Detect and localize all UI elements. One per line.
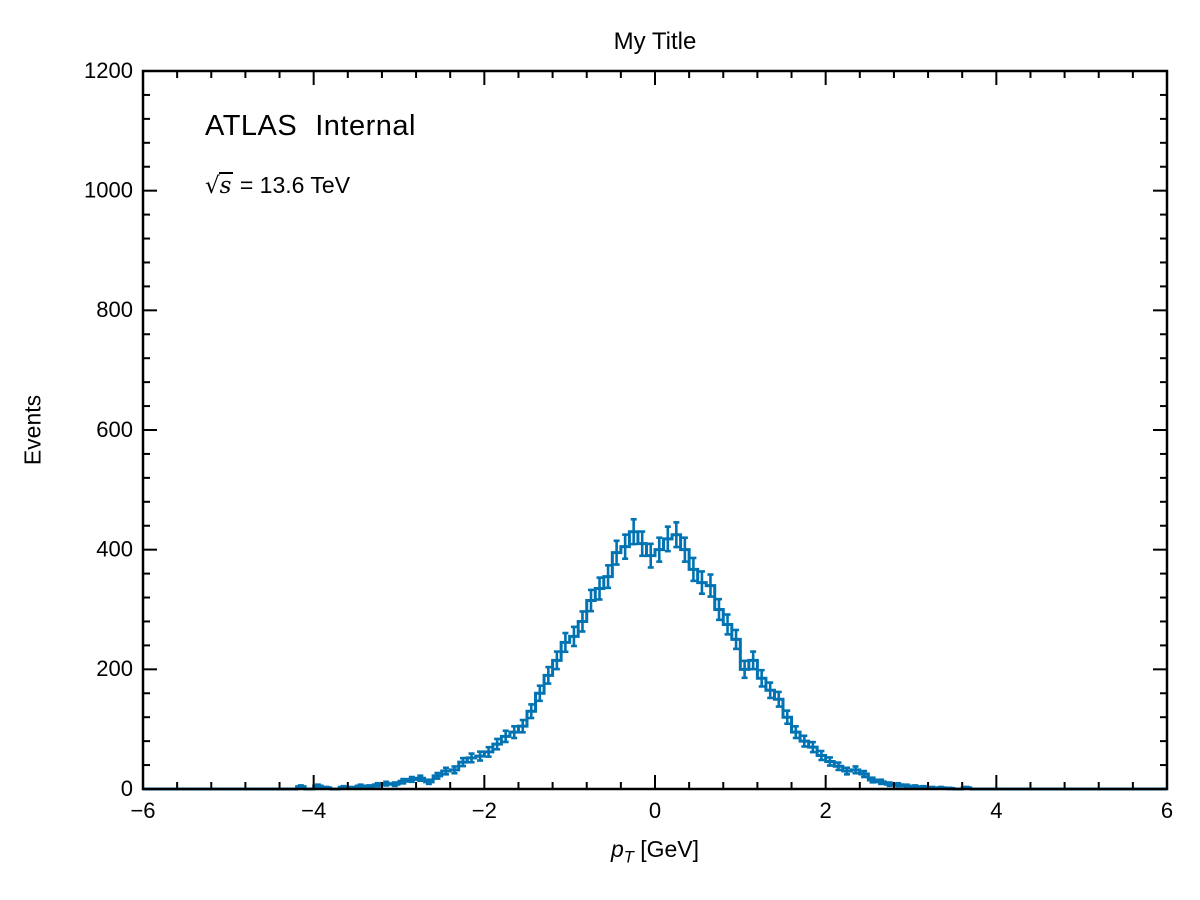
x-label-variable: p bbox=[610, 836, 624, 862]
x-tick-label: 4 bbox=[990, 798, 1002, 823]
experiment-name: ATLAS bbox=[205, 110, 298, 142]
x-tick-label: 0 bbox=[649, 798, 661, 823]
energy-label: √s = 13.6 TeV bbox=[205, 172, 350, 199]
x-label-subscript: T bbox=[623, 847, 634, 867]
y-tick-label: 1200 bbox=[84, 58, 133, 83]
y-tick-label: 800 bbox=[96, 297, 133, 322]
x-tick-label: 6 bbox=[1161, 798, 1173, 823]
x-tick-label: 2 bbox=[820, 798, 832, 823]
y-tick-label: 200 bbox=[96, 656, 133, 681]
x-tick-label: −2 bbox=[472, 798, 497, 823]
x-tick-label: −6 bbox=[130, 798, 155, 823]
x-axis-label: pT [GeV] bbox=[143, 836, 1167, 868]
sqrt-variable: s bbox=[218, 172, 234, 199]
y-axis-label: Events bbox=[19, 394, 46, 466]
y-tick-label: 400 bbox=[96, 536, 133, 561]
energy-value: = 13.6 TeV bbox=[233, 172, 351, 198]
atlas-label: ATLAS Internal bbox=[205, 110, 416, 143]
x-label-unit: [GeV] bbox=[633, 836, 700, 862]
y-tick-label: 0 bbox=[121, 776, 133, 801]
histogram-series bbox=[143, 518, 1167, 791]
y-tick-label: 1000 bbox=[84, 177, 133, 202]
sqrt-symbol: √ bbox=[205, 173, 220, 199]
label-status: Internal bbox=[315, 110, 416, 142]
plot-title: My Title bbox=[613, 28, 697, 55]
y-tick-label: 600 bbox=[96, 417, 133, 442]
x-tick-labels: −6 −4 −2 0 2 4 6 bbox=[130, 798, 1173, 823]
y-tick-labels: 0 200 400 600 800 1000 1200 bbox=[84, 58, 133, 801]
axis-ticks bbox=[142, 70, 1168, 790]
x-tick-label: −4 bbox=[301, 798, 326, 823]
